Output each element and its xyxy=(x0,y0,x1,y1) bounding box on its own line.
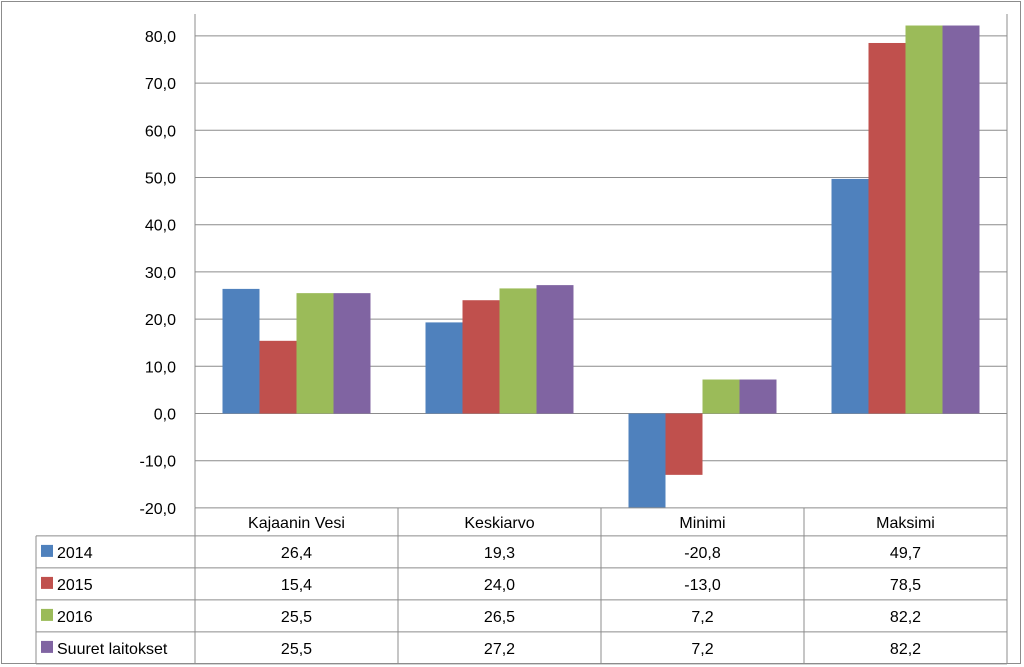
y-tick-label: -20,0 xyxy=(140,501,177,518)
data-label: -20,8 xyxy=(684,545,721,562)
legend-label: 2016 xyxy=(57,609,93,626)
bar xyxy=(296,293,334,414)
y-tick-label: 50,0 xyxy=(145,171,176,188)
data-label: 24,0 xyxy=(484,577,515,594)
y-tick-label: 30,0 xyxy=(145,265,176,282)
bar xyxy=(499,288,537,414)
data-label: 49,7 xyxy=(890,545,921,562)
y-tick-label: 70,0 xyxy=(145,76,176,93)
bar xyxy=(259,340,297,414)
category-label: Kajaanin Vesi xyxy=(248,515,345,532)
legend-label: Suuret laitokset xyxy=(57,641,168,658)
data-label: 25,5 xyxy=(281,609,312,626)
legend-swatch xyxy=(41,576,53,589)
bar xyxy=(536,285,574,414)
legend-swatch xyxy=(41,544,53,557)
bar xyxy=(665,413,703,475)
data-label: 7,2 xyxy=(691,609,713,626)
data-label: -13,0 xyxy=(684,577,721,594)
data-label: 15,4 xyxy=(281,577,312,594)
bar xyxy=(739,379,777,414)
data-label: 25,5 xyxy=(281,641,312,658)
bar xyxy=(702,379,740,414)
y-tick-label: 10,0 xyxy=(145,359,176,376)
bar xyxy=(222,288,260,414)
category-label: Keskiarvo xyxy=(464,515,534,532)
bar xyxy=(831,178,869,414)
legend-swatch xyxy=(41,640,53,653)
bar xyxy=(333,293,371,414)
data-label: 26,4 xyxy=(281,545,312,562)
data-label: 78,5 xyxy=(890,577,921,594)
y-tick-label: 40,0 xyxy=(145,218,176,235)
category-label: Maksimi xyxy=(876,515,935,532)
data-label: 19,3 xyxy=(484,545,515,562)
y-tick-label: 20,0 xyxy=(145,312,176,329)
bar xyxy=(462,300,500,414)
bar xyxy=(905,25,943,414)
bar xyxy=(868,42,906,414)
data-label: 82,2 xyxy=(890,641,921,658)
legend-swatch xyxy=(41,608,53,621)
y-tick-label: 0,0 xyxy=(154,407,176,424)
bar xyxy=(628,413,666,508)
data-label: 82,2 xyxy=(890,609,921,626)
y-tick-label: 60,0 xyxy=(145,123,176,140)
data-label: 7,2 xyxy=(691,641,713,658)
data-label: 26,5 xyxy=(484,609,515,626)
bar xyxy=(942,25,980,414)
category-label: Minimi xyxy=(679,515,725,532)
legend-label: 2014 xyxy=(57,545,93,562)
y-tick-label: -10,0 xyxy=(140,454,177,471)
bar xyxy=(425,322,463,414)
data-label: 27,2 xyxy=(484,641,515,658)
legend-label: 2015 xyxy=(57,577,93,594)
y-tick-label: 80,0 xyxy=(145,29,176,46)
